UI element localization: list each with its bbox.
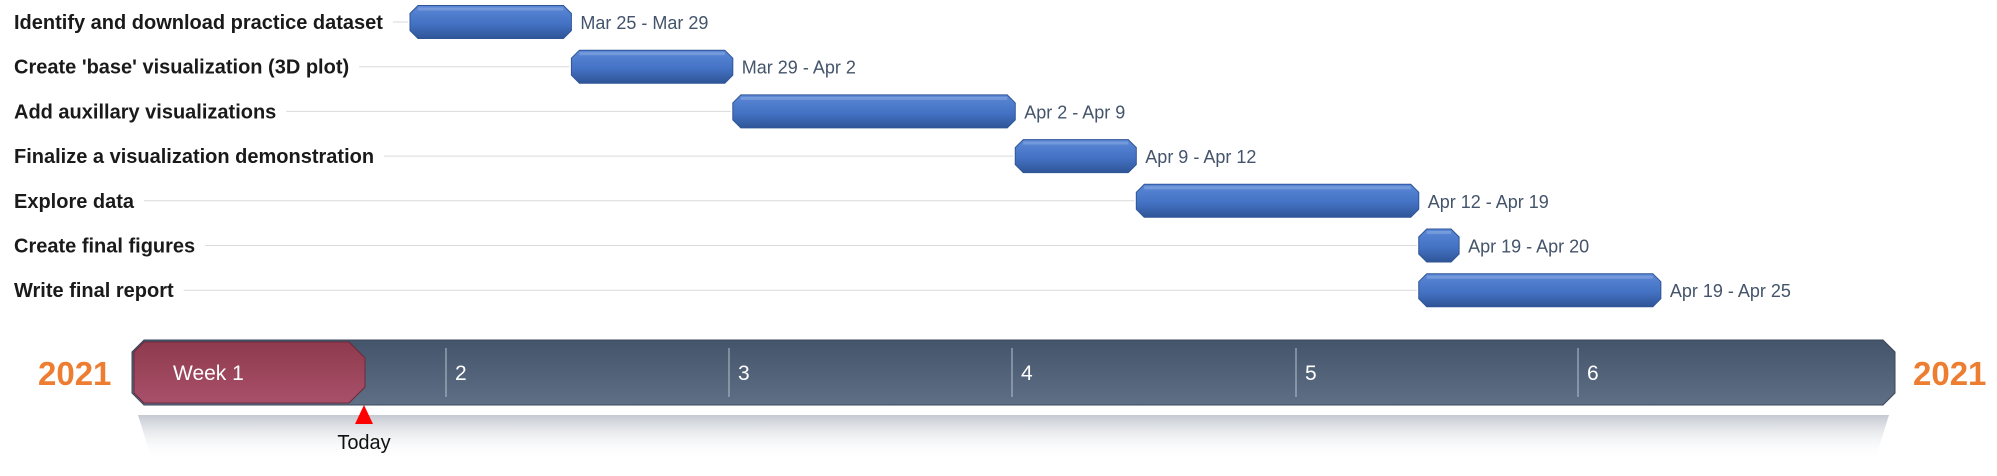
task-date-range: Apr 9 - Apr 12 — [1145, 147, 1256, 167]
current-week-highlight — [133, 341, 366, 404]
week-label: 5 — [1305, 362, 1317, 385]
task-bar-highlight — [579, 52, 725, 56]
task-date-range: Apr 2 - Apr 9 — [1024, 102, 1125, 122]
task-name-label: Explore data — [14, 191, 135, 213]
today-marker-icon — [355, 405, 373, 424]
year-label-left: 2021 — [38, 355, 111, 392]
timeline-band: Week 1 2 3 4 5 6 2021 2021 Today — [38, 339, 1986, 460]
week-label: 3 — [738, 362, 750, 385]
task-date-range: Apr 19 - Apr 25 — [1670, 281, 1791, 301]
task-bar-highlight — [740, 96, 1008, 100]
task-bar — [732, 94, 1016, 129]
timeline-band-body — [131, 339, 1896, 406]
task-bar — [1418, 273, 1662, 308]
week-label: 2 — [455, 362, 467, 385]
task-rows: Identify and download practice dataset Ma… — [14, 5, 1791, 308]
task-name-label: Identify and download practice dataset — [14, 12, 383, 34]
task-date-range: Apr 12 - Apr 19 — [1428, 192, 1549, 212]
task-date-range: Mar 25 - Mar 29 — [580, 13, 708, 33]
task-bar — [570, 49, 734, 84]
today-label: Today — [337, 432, 390, 454]
task-bar-highlight — [1144, 186, 1411, 190]
task-date-range: Apr 19 - Apr 20 — [1468, 237, 1589, 257]
task-name-label: Finalize a visualization demonstration — [14, 146, 374, 168]
week-label: 4 — [1021, 362, 1033, 385]
task-bar — [1014, 139, 1137, 174]
task-bar-highlight — [1426, 231, 1452, 234]
task-bar — [409, 5, 572, 39]
week-label: Week 1 — [173, 362, 244, 385]
timeline-reflection — [138, 415, 1889, 460]
task-name-label: Create 'base' visualization (3D plot) — [14, 57, 349, 79]
task-bar — [1418, 228, 1460, 263]
year-label-right: 2021 — [1913, 355, 1986, 392]
task-bar — [1135, 183, 1420, 218]
task-name-label: Add auxillary visualizations — [14, 101, 276, 123]
task-date-range: Mar 29 - Apr 2 — [742, 58, 856, 78]
task-bar-highlight — [1023, 141, 1129, 145]
week-label: 6 — [1587, 362, 1599, 385]
task-name-label: Create final figures — [14, 236, 195, 258]
task-bar-highlight — [1426, 275, 1653, 279]
task-name-label: Write final report — [14, 280, 174, 302]
task-bar-highlight — [418, 7, 564, 11]
